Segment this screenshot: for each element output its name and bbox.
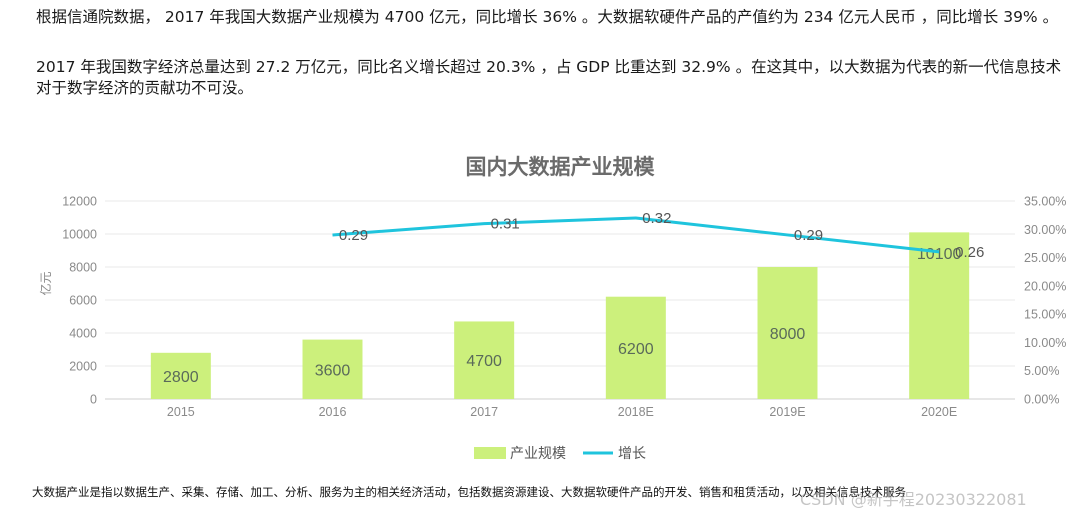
y-right-tick-label: 10.00% (1024, 336, 1066, 350)
bar (302, 339, 363, 399)
y-left-tick-label: 8000 (69, 261, 97, 275)
y-right-tick-label: 5.00% (1024, 364, 1059, 378)
bar (757, 267, 818, 399)
bar-data-label: 8000 (770, 326, 806, 343)
footnote: 大数据产业是指以数据生产、采集、存储、加工、分析、服务为主的相关经济活动，包括数… (32, 485, 906, 499)
bar-data-label: 4700 (466, 353, 502, 370)
line-data-label: 0.31 (491, 216, 520, 233)
line-data-label: 0.26 (955, 244, 984, 261)
line-data-label: 0.29 (339, 227, 368, 244)
bar (605, 296, 666, 399)
x-tick-label: 2018E (618, 405, 654, 419)
bar (909, 232, 970, 399)
bar (454, 321, 515, 399)
y-left-tick-label: 0 (90, 393, 97, 407)
chart-title: 国内大数据产业规模 (466, 155, 656, 179)
line-data-label: 0.29 (794, 227, 823, 244)
line-data-label: 0.32 (642, 210, 671, 227)
legend-label-bar: 产业规模 (510, 446, 566, 462)
y-right-tick-label: 15.00% (1024, 308, 1066, 322)
y-right-tick-label: 0.00% (1024, 393, 1059, 407)
bar (150, 352, 211, 399)
x-tick-label: 2019E (769, 405, 805, 419)
y-left-tick-label: 4000 (69, 327, 97, 341)
x-tick-label: 2020E (921, 405, 957, 419)
y-left-tick-label: 2000 (69, 360, 97, 374)
big-data-industry-chart: 国内大数据产业规模 0 2000 4000 6000 8000 10000 12000 0.00… (38, 155, 1066, 462)
legend-label-line: 增长 (618, 446, 646, 462)
bar-data-label: 2800 (163, 369, 199, 386)
y-axis-label: 亿元 (38, 271, 53, 295)
intro-paragraph-2: 2017 年我国数字经济总量达到 27.2 万亿元，同比名义增长超过 20.3%… (36, 58, 1062, 97)
y-left-tick-label: 12000 (62, 195, 97, 209)
x-tick-label: 2017 (470, 405, 498, 419)
y-left-tick-label: 10000 (62, 228, 97, 242)
x-tick-label: 2015 (167, 405, 195, 419)
watermark: CSDN @新手程20230322081 (800, 490, 1027, 509)
y-right-tick-label: 20.00% (1024, 279, 1066, 293)
y-right-tick-label: 25.00% (1024, 251, 1066, 265)
legend-swatch-bar (474, 447, 506, 459)
x-tick-label: 2016 (319, 405, 347, 419)
y-right-tick-label: 35.00% (1024, 195, 1066, 209)
growth-line (332, 216, 940, 254)
bar-data-label: 3600 (315, 362, 351, 379)
y-left-tick-label: 6000 (69, 294, 97, 308)
intro-paragraph-1: 根据信通院数据， 2017 年我国大数据产业规模为 4700 亿元，同比增长 3… (36, 8, 1059, 26)
bar-data-label: 6200 (618, 341, 654, 358)
y-right-tick-label: 30.00% (1024, 223, 1066, 237)
